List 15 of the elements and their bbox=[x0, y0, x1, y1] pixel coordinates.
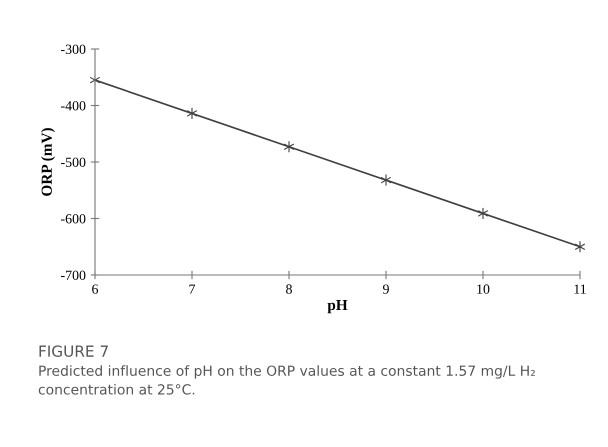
text: Predicted influence of pH on the ORP values at a constant 1.57 mg/L H₂ concentration at 25°C. bbox=[38, 365, 535, 395]
x-tick-label: 10 bbox=[477, 284, 490, 294]
y-tick-label: -700 bbox=[61, 270, 86, 280]
x-tick-label: 11 bbox=[574, 284, 586, 294]
caption: FIGURE 7 bbox=[40, 345, 108, 357]
y-axis-title: ORP (mV) bbox=[41, 128, 55, 196]
x-tick-label: 9 bbox=[382, 284, 389, 294]
x-tick-label: 7 bbox=[189, 284, 196, 294]
y-tick-label: -300 bbox=[61, 44, 86, 54]
x-tick-label: 8 bbox=[286, 284, 292, 294]
y-tick-label: -600 bbox=[61, 214, 86, 224]
y-tick-label: -400 bbox=[61, 101, 86, 110]
x-axis-title: pH bbox=[328, 300, 348, 314]
x-tick-label: 6 bbox=[92, 284, 98, 294]
y-tick-label: -500 bbox=[61, 158, 86, 167]
